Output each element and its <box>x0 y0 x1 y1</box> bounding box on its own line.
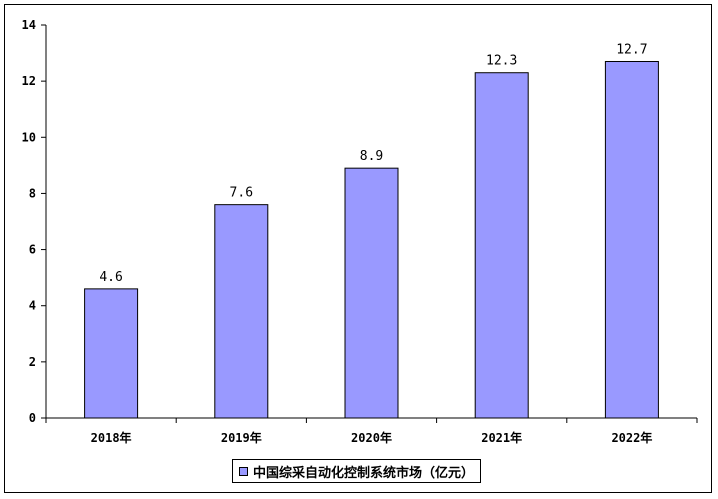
bar-2022年 <box>604 60 659 419</box>
y-tick-label: 4 <box>29 299 36 313</box>
x-category-label: 2018年 <box>91 430 132 445</box>
y-tick-label: 10 <box>22 130 36 144</box>
y-tick-label: 6 <box>29 243 36 257</box>
bar-2021年 <box>474 72 529 419</box>
y-tick-label: 12 <box>22 74 36 88</box>
x-category-label: 2022年 <box>611 430 652 445</box>
x-category-label: 2020年 <box>351 430 392 445</box>
data-labels: 4.6 7.6 8.9 12.3 12.7 <box>99 42 647 284</box>
y-tick-label: 8 <box>29 186 36 200</box>
y-tick-label: 0 <box>29 411 36 425</box>
y-axis-ticks: 0 2 4 6 8 10 12 14 <box>22 18 46 425</box>
legend: 中国综采自动化控制系统市场（亿元） <box>232 459 482 483</box>
x-axis-categories: 2018年 2019年 2020年 2021年 2022年 <box>91 430 653 445</box>
x-category-label: 2021年 <box>481 430 522 445</box>
bar-2019年 <box>214 204 269 419</box>
data-label: 12.7 <box>616 42 647 57</box>
bar-2018年 <box>84 288 139 419</box>
bars <box>84 60 659 419</box>
data-label: 12.3 <box>486 54 517 69</box>
y-tick-label: 14 <box>22 18 36 32</box>
bar-2020年 <box>344 167 399 419</box>
data-label: 7.6 <box>230 186 253 201</box>
legend-swatch <box>239 466 248 476</box>
legend-label: 中国综采自动化控制系统市场（亿元） <box>253 465 475 481</box>
x-category-label: 2019年 <box>221 430 262 445</box>
data-label: 8.9 <box>360 149 383 164</box>
data-label: 4.6 <box>99 270 122 285</box>
y-tick-label: 2 <box>29 355 36 369</box>
